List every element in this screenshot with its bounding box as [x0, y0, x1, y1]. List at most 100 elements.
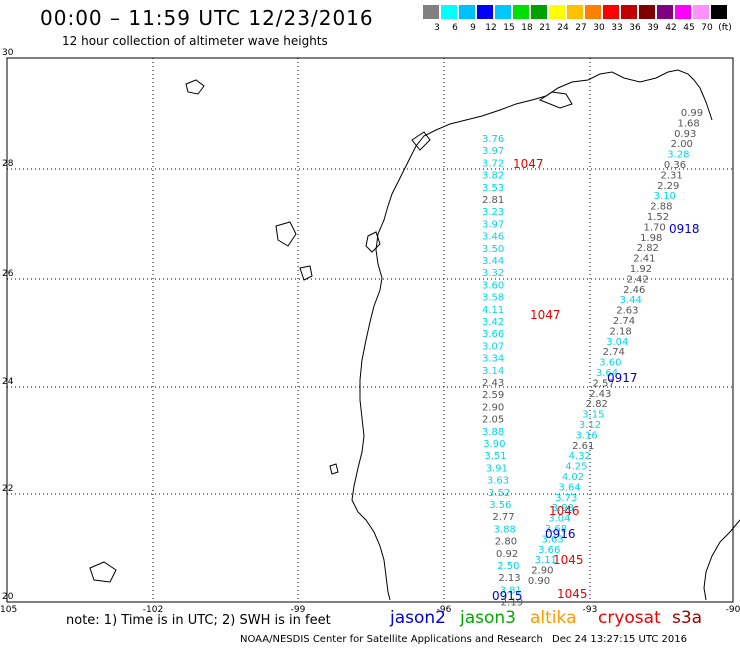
color-scale-tick: 24	[557, 23, 569, 33]
pass-time-label: 1047	[530, 308, 561, 322]
wave-height-label: 3.68	[545, 524, 567, 535]
wave-height-label: 3.44	[482, 256, 504, 267]
wave-height-label: 3.15	[582, 410, 604, 421]
lon-label: -99	[291, 605, 306, 615]
wave-height-label: 3.97	[482, 219, 504, 230]
satellite-legend-item: altika	[530, 608, 577, 628]
color-scale-tick: 39	[647, 23, 659, 33]
wave-height-label: 3.34	[482, 354, 504, 365]
wave-height-labels: 3.763.973.723.823.532.813.233.973.463.50…	[482, 108, 703, 609]
color-scale-tick: 21	[539, 23, 551, 33]
lon-label: -105	[0, 605, 17, 615]
wave-height-label: 2.82	[586, 399, 608, 410]
wave-height-label: 3.32	[482, 268, 504, 279]
wave-height-label: 0.90	[528, 576, 550, 587]
wave-height-label: 3.28	[667, 150, 689, 161]
wave-height-label: 3.12	[579, 420, 601, 431]
color-swatch	[657, 5, 673, 19]
wave-height-label: 4.11	[482, 305, 504, 316]
color-scale-tick: 33	[611, 23, 623, 33]
lon-label: -93	[583, 605, 598, 615]
wave-height-label: 3.88	[482, 427, 504, 438]
wave-height-label: 2.29	[657, 181, 679, 192]
wave-height-label: 2.74	[603, 347, 625, 358]
wave-height-label: 3.16	[575, 430, 597, 441]
lon-label: -96	[437, 605, 452, 615]
wave-height-label: 2.80	[495, 537, 517, 548]
color-swatch	[441, 5, 457, 19]
wave-height-label: 3.64	[596, 368, 618, 379]
lake-2	[275, 221, 297, 247]
bay-outline-2	[411, 131, 431, 151]
color-scale-tick: 9	[470, 23, 476, 33]
color-swatch	[585, 5, 601, 19]
wave-height-label: 2.82	[637, 243, 659, 254]
lake-3	[299, 265, 313, 281]
footer-note: note: 1) Time is in UTC; 2) SWH is in fe…	[66, 613, 331, 628]
color-scale-tick: 45	[683, 23, 695, 33]
pass-time-label: 1046	[549, 504, 580, 518]
wave-height-label: 3.82	[482, 171, 504, 182]
wave-height-label: 2.88	[650, 202, 672, 213]
map-frame	[6, 57, 734, 603]
color-swatch	[477, 5, 493, 19]
wave-height-label: 3.66	[482, 329, 504, 340]
wave-height-label: 3.88	[494, 524, 516, 535]
wave-height-label: 2.61	[572, 441, 594, 452]
color-swatch	[567, 5, 583, 19]
wave-height-label: 3.81	[500, 585, 522, 596]
lake-1	[185, 79, 205, 95]
pass-time-label: 1045	[553, 553, 584, 567]
lat-label: 24	[2, 377, 14, 387]
wave-height-label: 1.98	[640, 233, 662, 244]
color-scale-tick: 70	[701, 23, 713, 33]
wave-height-label: 2.50	[497, 561, 519, 572]
wave-height-label: 3.97	[482, 146, 504, 157]
generated-timestamp: Dec 24 13:27:15 UTC 2016	[552, 634, 687, 645]
pass-time-label: 0918	[669, 222, 700, 236]
wave-height-label: 0.99	[681, 108, 703, 119]
lat-lon-grid: 30 28 26 24 22 20 -105 -102 -99 -96 -93 -90	[0, 48, 740, 615]
lon-label: -90	[726, 605, 740, 615]
wave-height-label: 2.43	[482, 378, 504, 389]
color-swatch	[711, 5, 727, 19]
lat-label: 20	[2, 592, 14, 602]
wave-height-label: 2.41	[633, 254, 655, 265]
wave-height-label: 3.10	[654, 191, 676, 202]
satellite-legend-item: s3a	[672, 608, 703, 628]
wave-height-label: 2.46	[623, 285, 645, 296]
wave-height-label: 3.52	[488, 488, 510, 499]
wave-height-label: 4.25	[565, 462, 587, 473]
color-swatch	[639, 5, 655, 19]
wave-height-label: 4.02	[562, 472, 584, 483]
bay-outline-1	[365, 231, 381, 253]
wave-height-label: 2.57	[592, 378, 614, 389]
wave-height-label: 3.23	[482, 207, 504, 218]
color-scale-tick: 27	[575, 23, 587, 33]
river-mouth	[538, 91, 573, 109]
wave-height-label: 3.04	[548, 514, 570, 525]
wave-height-label: 3.98	[552, 503, 574, 514]
wave-height-label: 2.81	[482, 195, 504, 206]
wave-height-label: 3.60	[482, 280, 504, 291]
color-swatch	[495, 5, 511, 19]
pass-time-label: 1045	[557, 587, 588, 601]
satellite-legend-item: jason2	[390, 608, 446, 628]
credit-line: NOAA/NESDIS Center for Satellite Applica…	[240, 634, 543, 645]
wave-height-label: 3.53	[482, 183, 504, 194]
color-scale-tick: 15	[503, 23, 515, 33]
color-scale-tick: 18	[521, 23, 533, 33]
color-scale-tick: (ft)	[718, 23, 732, 33]
map-title: 00:00 – 11:59 UTC 12/23/2016	[40, 6, 374, 30]
color-swatch	[675, 5, 691, 19]
wave-height-label: 2.31	[660, 170, 682, 181]
wave-height-label: 2.74	[613, 316, 635, 327]
wave-height-label: 3.90	[483, 439, 505, 450]
wave-height-label: 2.18	[609, 326, 631, 337]
wave-height-label: 3.04	[606, 337, 628, 348]
wave-height-label: 0.93	[674, 129, 696, 140]
wave-height-label: 3.64	[558, 482, 580, 493]
wave-height-label: 2.05	[482, 415, 504, 426]
wave-height-label: 0.92	[496, 549, 518, 560]
pass-time-label: 0915	[492, 589, 523, 603]
